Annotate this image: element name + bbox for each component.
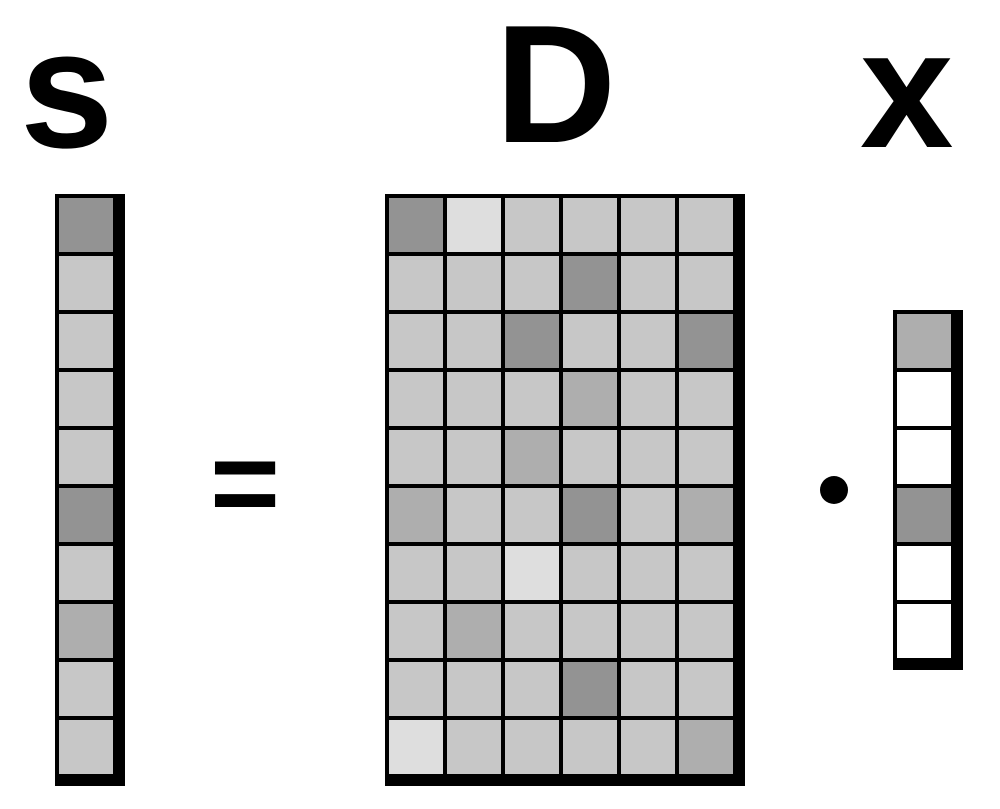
cell (447, 256, 501, 310)
cell (563, 604, 617, 658)
cell (621, 430, 675, 484)
cell (621, 662, 675, 716)
cell (389, 372, 443, 426)
cell (563, 256, 617, 310)
cell (447, 720, 501, 774)
cell (59, 314, 113, 368)
cell (505, 546, 559, 600)
cell (59, 488, 113, 542)
cell (505, 372, 559, 426)
cell (679, 720, 733, 774)
cell (621, 604, 675, 658)
cell (897, 488, 951, 542)
cell (563, 662, 617, 716)
cell (505, 430, 559, 484)
cell (389, 314, 443, 368)
cell (389, 256, 443, 310)
cell (389, 604, 443, 658)
cell (621, 198, 675, 252)
cell (505, 604, 559, 658)
cell (59, 372, 113, 426)
cell (59, 546, 113, 600)
cell (447, 314, 501, 368)
cell (679, 604, 733, 658)
cell (897, 314, 951, 368)
cell (59, 198, 113, 252)
cell (897, 372, 951, 426)
dot-operator (820, 476, 848, 504)
cell (389, 662, 443, 716)
cell (59, 604, 113, 658)
cell (505, 198, 559, 252)
label-D: D (495, 0, 616, 168)
cell (505, 662, 559, 716)
cell (505, 720, 559, 774)
cell (447, 604, 501, 658)
cell (447, 488, 501, 542)
cell (59, 662, 113, 716)
x-vector (893, 310, 963, 670)
cell (447, 372, 501, 426)
cell (59, 720, 113, 774)
label-s: s (20, 5, 113, 173)
cell (563, 546, 617, 600)
cell (679, 488, 733, 542)
cell (897, 604, 951, 658)
cell (621, 720, 675, 774)
cell (59, 430, 113, 484)
cell (389, 546, 443, 600)
cell (563, 720, 617, 774)
cell (389, 720, 443, 774)
cell (447, 546, 501, 600)
cell (897, 430, 951, 484)
cell (389, 198, 443, 252)
cell (621, 314, 675, 368)
cell (621, 488, 675, 542)
s-vector (55, 194, 125, 786)
labels-row: s D x (0, 0, 1000, 180)
cell (447, 198, 501, 252)
cell (679, 198, 733, 252)
cell (621, 546, 675, 600)
cell (505, 314, 559, 368)
cell (563, 488, 617, 542)
cell (59, 256, 113, 310)
equals-sign: = (210, 414, 280, 552)
cell (563, 314, 617, 368)
cell (679, 546, 733, 600)
cell (621, 372, 675, 426)
cell (389, 430, 443, 484)
cell (679, 314, 733, 368)
cell (621, 256, 675, 310)
cell (897, 546, 951, 600)
equation-row: = (0, 210, 1000, 770)
cell (447, 430, 501, 484)
cell (505, 488, 559, 542)
d-matrix (385, 194, 745, 786)
cell (679, 256, 733, 310)
cell (679, 662, 733, 716)
cell (389, 488, 443, 542)
cell (563, 430, 617, 484)
label-x: x (860, 5, 953, 173)
cell (679, 372, 733, 426)
cell (563, 372, 617, 426)
cell (505, 256, 559, 310)
cell (447, 662, 501, 716)
cell (563, 198, 617, 252)
cell (679, 430, 733, 484)
